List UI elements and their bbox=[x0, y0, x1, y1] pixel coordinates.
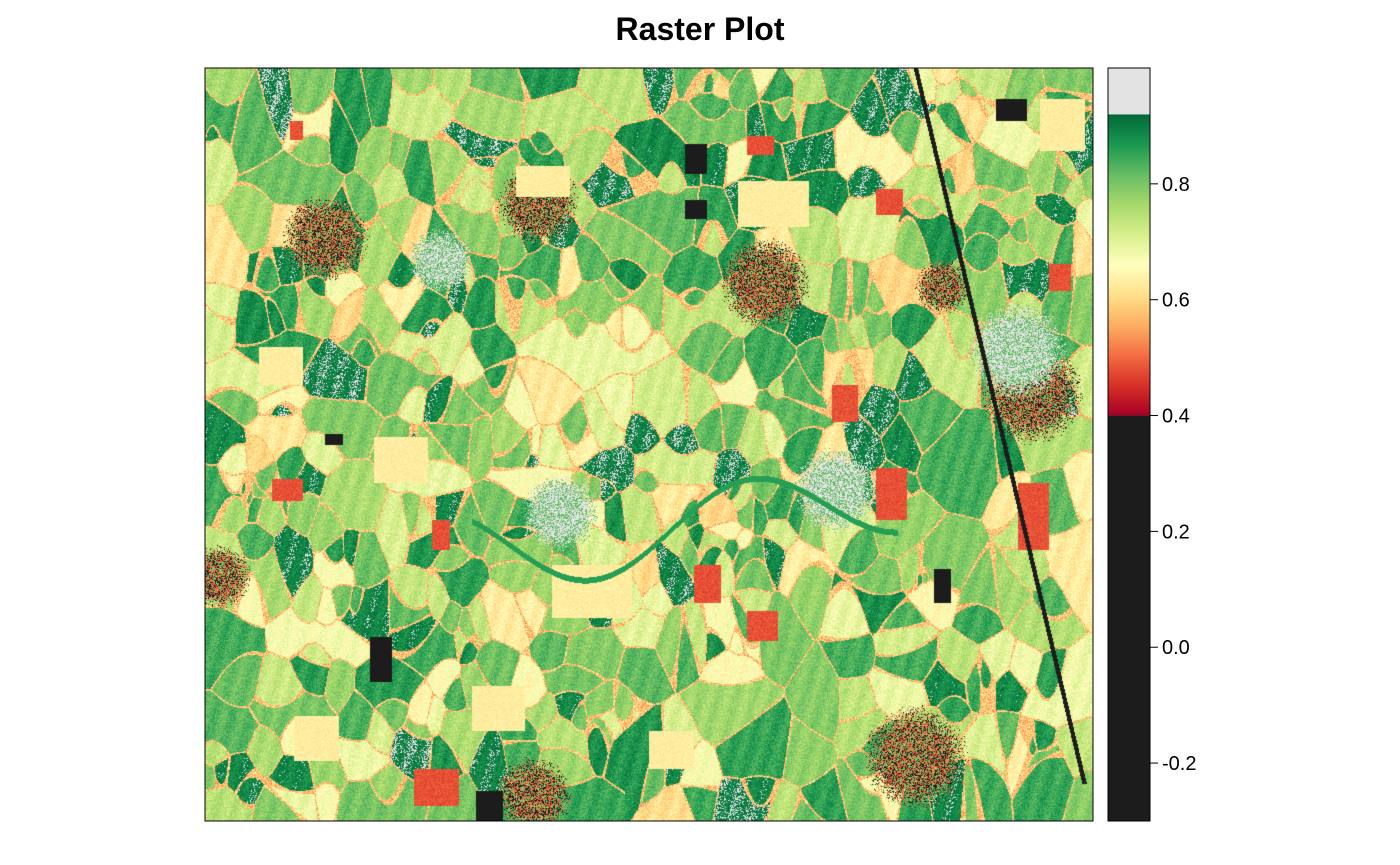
plot-area bbox=[204, 67, 1094, 822]
colorbar-tick-label: 0.2 bbox=[1162, 521, 1190, 543]
colorbar-band bbox=[1108, 68, 1150, 115]
colorbar-tick-label: 0.6 bbox=[1162, 290, 1190, 312]
colorbar-tick-label: 0.8 bbox=[1162, 174, 1190, 196]
colorbar-frame bbox=[1107, 67, 1151, 822]
colorbar-band bbox=[1108, 415, 1150, 821]
colorbar-tick-label: 0.4 bbox=[1162, 406, 1190, 428]
chart-title: Raster Plot bbox=[616, 11, 785, 47]
colorbar-legend: -0.2 0.0 0.2 0.4 0.6 0.8 bbox=[1107, 67, 1196, 822]
colorbar-band bbox=[1108, 114, 1150, 416]
raster-image bbox=[205, 68, 1093, 821]
colorbar-tick-label: 0.0 bbox=[1162, 637, 1190, 659]
plot-frame bbox=[204, 67, 1094, 822]
colorbar-tick-label: -0.2 bbox=[1162, 753, 1196, 775]
